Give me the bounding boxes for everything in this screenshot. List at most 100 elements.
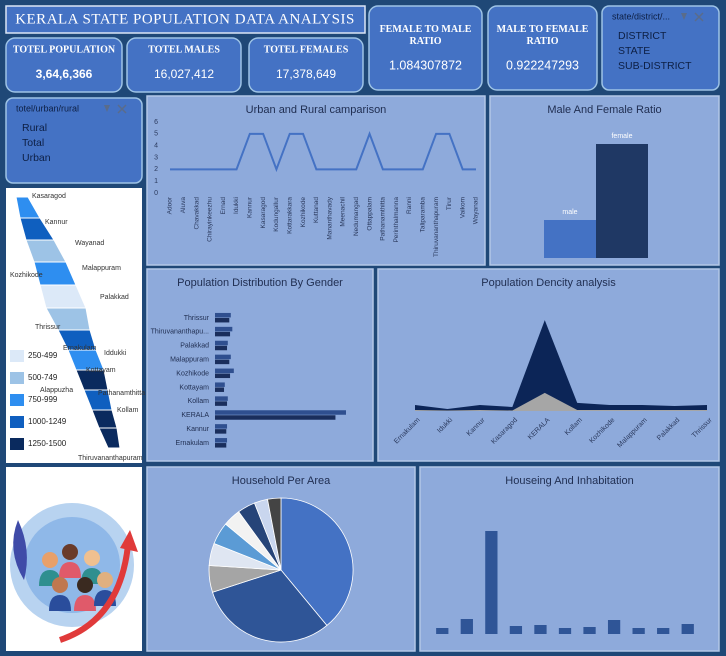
bar xyxy=(583,627,596,634)
bar xyxy=(215,438,228,443)
map-label: Wayanad xyxy=(75,240,104,247)
kpi-label: TOTEL FEMALES xyxy=(264,44,349,55)
chart-panel xyxy=(146,268,374,462)
filter-icon xyxy=(117,104,127,114)
y-tick-label: 0 xyxy=(154,190,158,197)
y-tick-label: 4 xyxy=(154,143,158,150)
y-tick-label: Palakkad xyxy=(180,343,209,350)
map-region xyxy=(98,427,121,449)
x-tick-label: Idukki xyxy=(233,197,240,214)
kpi-card xyxy=(248,37,364,93)
clear-icon xyxy=(104,105,110,112)
bar xyxy=(544,220,596,258)
arrow-head xyxy=(120,530,138,552)
map-label: Kasaragod xyxy=(32,193,66,200)
bar xyxy=(215,443,227,448)
kpi-value: 17,378,649 xyxy=(276,67,336,81)
legend-swatch xyxy=(10,350,24,362)
person-head xyxy=(77,577,93,593)
x-tick-label: Ottappalam xyxy=(366,197,373,231)
legend-label: 1000-1249 xyxy=(28,417,67,426)
x-tick-label: Thiruvananthapuram xyxy=(433,197,440,257)
pie-slice xyxy=(280,497,354,627)
bar xyxy=(436,628,449,634)
x-tick-label: Kuttanad xyxy=(313,197,320,223)
bar xyxy=(215,359,230,365)
map-label: Malappuram xyxy=(82,265,121,272)
slicer-item[interactable]: Total xyxy=(22,137,44,149)
map-label: Kozhikode xyxy=(10,272,43,279)
y-tick-label: Thrissur xyxy=(184,315,210,322)
legend-label: 1250-1500 xyxy=(28,439,67,448)
bar xyxy=(657,628,670,634)
bar xyxy=(215,345,228,351)
kpi-value: 3,64,6,366 xyxy=(36,67,93,81)
bar xyxy=(215,354,231,360)
bar xyxy=(215,326,233,332)
title-box xyxy=(5,5,366,34)
slicer-item[interactable]: SUB-DISTRICT xyxy=(618,60,692,72)
kpi-card xyxy=(368,5,483,91)
y-tick-label: 2 xyxy=(154,166,158,173)
bar xyxy=(215,424,228,429)
person-head xyxy=(84,550,100,566)
legend-label: 250-499 xyxy=(28,351,58,360)
x-tick-label: Kozhikode xyxy=(300,197,307,228)
x-tick-label: Chavakkad xyxy=(193,197,200,230)
chart-panel xyxy=(146,95,486,266)
map-label: Alappuzha xyxy=(40,387,73,394)
legend-swatch xyxy=(10,394,24,406)
slicer-title: state/district/... xyxy=(612,11,670,21)
bar xyxy=(460,619,473,634)
y-tick-label: Ernakulam xyxy=(176,440,210,447)
y-tick-label: KERALA xyxy=(181,412,209,419)
map-label: Ernakulam xyxy=(63,345,97,352)
x-tick-label: Meenachil xyxy=(340,196,347,226)
person-body xyxy=(49,595,71,611)
x-tick-label: Chirayinkeezhu xyxy=(207,197,214,242)
kpi-card xyxy=(126,37,242,93)
legend-swatch xyxy=(10,416,24,428)
kpi-label: TOTEL MALES xyxy=(148,44,220,55)
map-label: Kannur xyxy=(45,219,68,226)
y-tick-label: Kollam xyxy=(188,398,210,405)
y-tick-label: 1 xyxy=(154,178,158,185)
bar xyxy=(215,429,227,434)
chart-title: Urban and Rural camparison xyxy=(246,104,387,116)
x-tick-label: Nedumangad xyxy=(353,197,360,236)
bar xyxy=(215,373,231,379)
slicer-item[interactable]: DISTRICT xyxy=(618,30,667,42)
bar xyxy=(558,628,572,634)
x-tick-label: Perinthalmanna xyxy=(393,197,400,243)
kpi-label: MALE TO FEMALE RATIO xyxy=(497,24,589,47)
map-label: Kottayam xyxy=(86,367,116,374)
y-tick-label: Kozhikode xyxy=(176,370,209,377)
legend-swatch xyxy=(10,372,24,384)
chart-title: Population Distribution By Gender xyxy=(177,277,343,289)
bar xyxy=(215,317,230,323)
kpi-value: 16,027,412 xyxy=(154,67,214,81)
filter-icon xyxy=(694,12,704,22)
slicer-item[interactable]: Urban xyxy=(22,152,51,164)
bar xyxy=(215,312,231,318)
y-tick-label: 6 xyxy=(154,119,158,126)
x-tick-label: Kasaragod xyxy=(260,197,267,229)
slicer-item[interactable]: Rural xyxy=(22,122,47,134)
legend-label: 750-999 xyxy=(28,395,58,404)
map-label: Iddukki xyxy=(104,350,127,357)
y-tick-label: Malappuram xyxy=(170,356,209,363)
map-label: Palakkad xyxy=(100,294,129,301)
chart-title: Household Per Area xyxy=(232,475,331,487)
map-label: Thrissur xyxy=(35,324,61,331)
slicer-item[interactable]: STATE xyxy=(618,45,650,57)
bar xyxy=(607,620,621,634)
dashboard-title: KERALA STATE POPULATION DATA ANALYSIS xyxy=(15,11,355,27)
person-body xyxy=(59,562,81,578)
kpi-card xyxy=(487,5,598,91)
chart-title: Houseing And Inhabitation xyxy=(505,475,633,487)
map-label: Thiruvananthapuram xyxy=(78,455,143,462)
slicer xyxy=(5,97,143,184)
pie-slice xyxy=(212,569,328,643)
x-tick-label: Ranni xyxy=(406,197,413,214)
